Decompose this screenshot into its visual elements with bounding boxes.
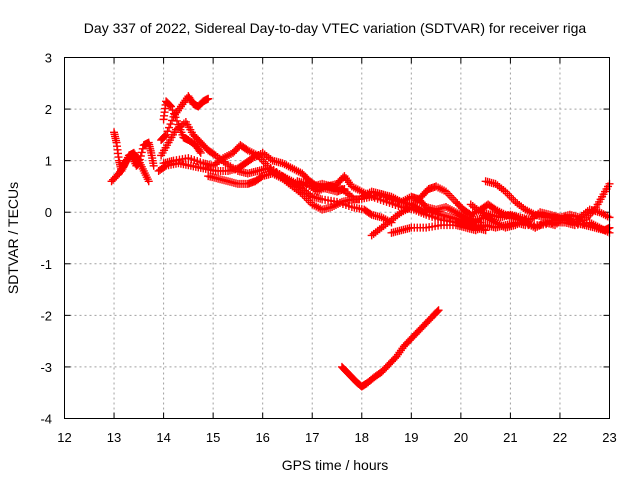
data-point (160, 162, 169, 171)
data-series (107, 92, 614, 391)
series-track-g (159, 141, 396, 227)
series-track-d (157, 92, 213, 145)
y-tick-label: -2 (40, 308, 52, 323)
data-point (505, 191, 514, 200)
chart-title: Day 337 of 2022, Sidereal Day-to-day VTE… (84, 20, 587, 36)
x-tick-label: 19 (404, 430, 418, 445)
data-point (138, 144, 147, 153)
data-point (167, 102, 176, 111)
y-tick-label: 1 (45, 154, 52, 169)
x-tick-label: 14 (156, 430, 170, 445)
data-point (433, 307, 442, 316)
x-axis: 12 13 14 15 16 17 18 19 20 21 22 23 (57, 57, 617, 445)
x-tick-label: 22 (553, 430, 567, 445)
series-track-o (531, 213, 614, 235)
x-tick-label: 23 (602, 430, 616, 445)
data-point (166, 120, 175, 129)
y-tick-label: 0 (45, 205, 52, 220)
data-point (166, 101, 175, 110)
x-axis-label: GPS time / hours (282, 457, 389, 473)
y-axis: -4 -3 -2 -1 0 1 2 3 (40, 51, 610, 427)
data-point (445, 191, 454, 200)
series-track-b (107, 148, 153, 186)
data-point (144, 177, 153, 186)
data-point (163, 127, 172, 136)
data-point (162, 130, 171, 139)
x-tick-label: 12 (57, 430, 71, 445)
x-tick-label: 15 (206, 430, 220, 445)
y-tick-label: -4 (40, 412, 52, 427)
x-tick-label: 20 (454, 430, 468, 445)
data-point (340, 185, 349, 194)
series-track-l (387, 218, 614, 237)
data-point (195, 147, 204, 156)
x-tick-label: 18 (355, 430, 369, 445)
y-axis-label: SDTVAR / TECUs (5, 182, 21, 294)
series-track-c (159, 97, 205, 157)
data-point (168, 116, 177, 125)
x-tick-label: 16 (255, 430, 269, 445)
data-point (196, 148, 205, 157)
x-tick-label: 13 (107, 430, 121, 445)
data-point (503, 189, 512, 198)
y-tick-label: -3 (40, 360, 52, 375)
data-point (137, 148, 146, 157)
data-point (161, 131, 170, 140)
y-tick-label: 2 (45, 102, 52, 117)
series-track-p (337, 306, 443, 391)
grid-lines (64, 57, 610, 419)
data-point (149, 161, 158, 170)
data-point (507, 193, 516, 202)
data-point (447, 193, 456, 202)
data-point (434, 306, 443, 315)
x-tick-label: 17 (305, 430, 319, 445)
x-tick-label: 21 (503, 430, 517, 445)
data-point (257, 173, 266, 182)
y-tick-label: 3 (45, 51, 52, 66)
data-point (204, 94, 213, 103)
y-tick-label: -1 (40, 257, 52, 272)
plot-frame (64, 57, 610, 419)
data-point (165, 123, 174, 132)
data-point (366, 209, 375, 218)
